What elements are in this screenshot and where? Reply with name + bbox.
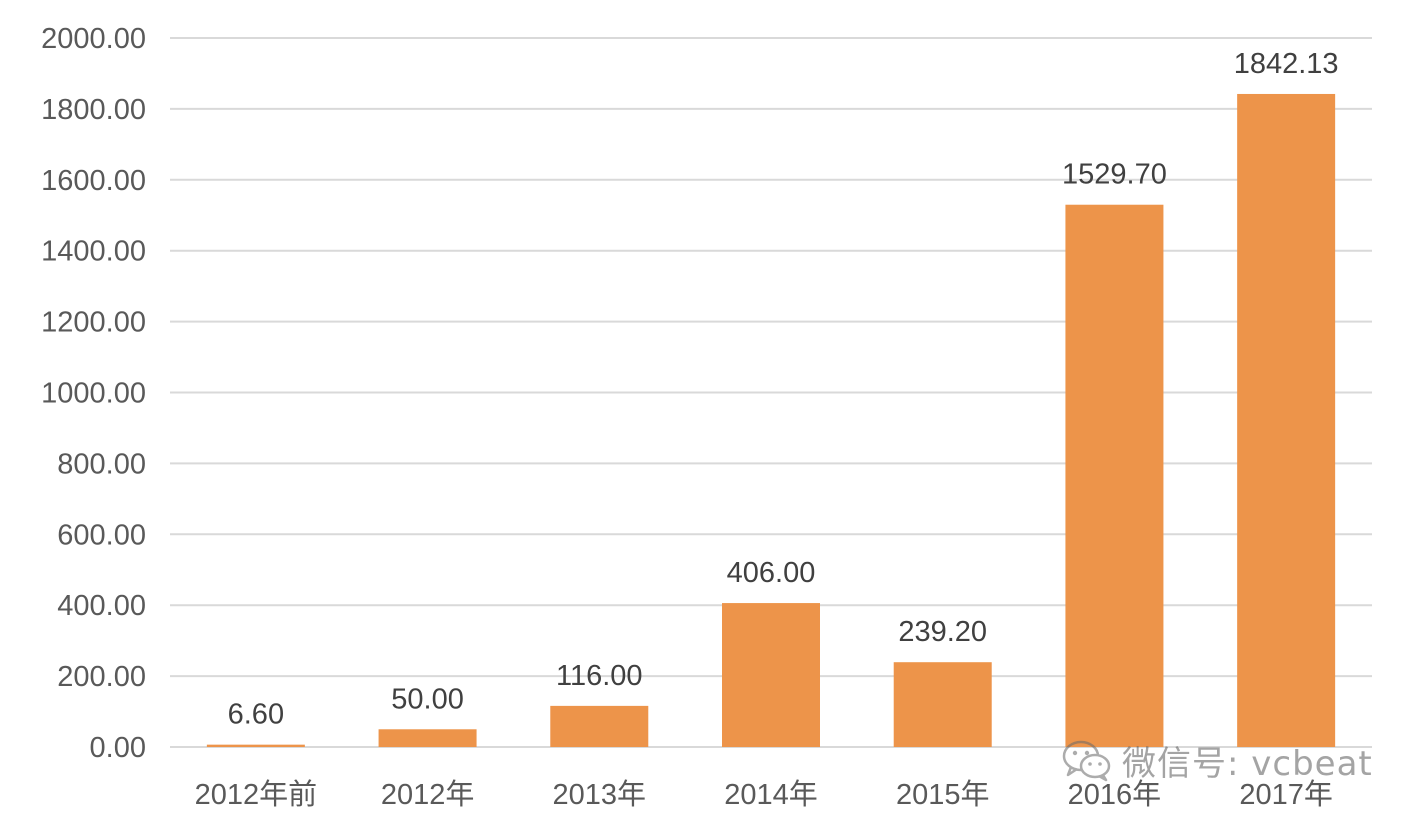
x-category-label: 2013年 (553, 778, 647, 811)
data-label: 406.00 (727, 557, 816, 589)
y-tick-label: 1000.00 (41, 378, 146, 410)
y-tick-label: 0.00 (90, 732, 146, 764)
x-category-label: 2015年 (896, 778, 990, 811)
y-tick-label: 400.00 (57, 590, 146, 622)
y-tick-label: 1600.00 (41, 165, 146, 197)
x-category-label: 2012年前 (195, 778, 318, 811)
data-label: 116.00 (556, 660, 643, 692)
y-tick-label: 800.00 (57, 448, 146, 480)
bars (206, 93, 1336, 748)
bar (550, 705, 649, 747)
watermark-text: 微信号: vcbeat (1122, 743, 1373, 784)
data-label: 1842.13 (1234, 48, 1339, 80)
x-axis-category-labels: 2012年前 2012年 2013年 2014年 2015年 2016年 2017年 (195, 778, 1333, 811)
bar (378, 729, 477, 747)
x-category-label: 2014年 (724, 778, 818, 811)
y-axis-tick-labels: 0.00 200.00 400.00 600.00 800.00 1000.00 1200.… (41, 23, 146, 764)
x-category-label: 2017年 (1239, 778, 1333, 811)
data-labels: 6.60 50.00 116.00 406.00 239.20 1529.70 1842.1… (228, 48, 1339, 731)
bar (1065, 204, 1164, 748)
x-category-label: 2016年 (1068, 778, 1162, 811)
watermark: 微信号: vcbeat (1062, 738, 1373, 784)
bar (1237, 93, 1336, 748)
wechat-icon (1062, 740, 1111, 782)
y-tick-label: 200.00 (57, 661, 146, 693)
x-category-label: 2012年 (381, 778, 475, 811)
data-label: 1529.70 (1062, 159, 1167, 191)
data-label: 50.00 (391, 683, 464, 715)
bar (893, 662, 992, 747)
data-label: 239.20 (898, 616, 987, 648)
bar (722, 603, 820, 747)
y-tick-label: 1800.00 (41, 94, 146, 126)
y-tick-label: 2000.00 (41, 23, 146, 55)
y-tick-label: 1200.00 (41, 307, 146, 339)
y-tick-label: 1400.00 (41, 236, 146, 268)
bar (206, 744, 305, 747)
gridlines (170, 37, 1372, 748)
data-label: 6.60 (228, 699, 284, 731)
y-tick-label: 600.00 (57, 519, 146, 551)
